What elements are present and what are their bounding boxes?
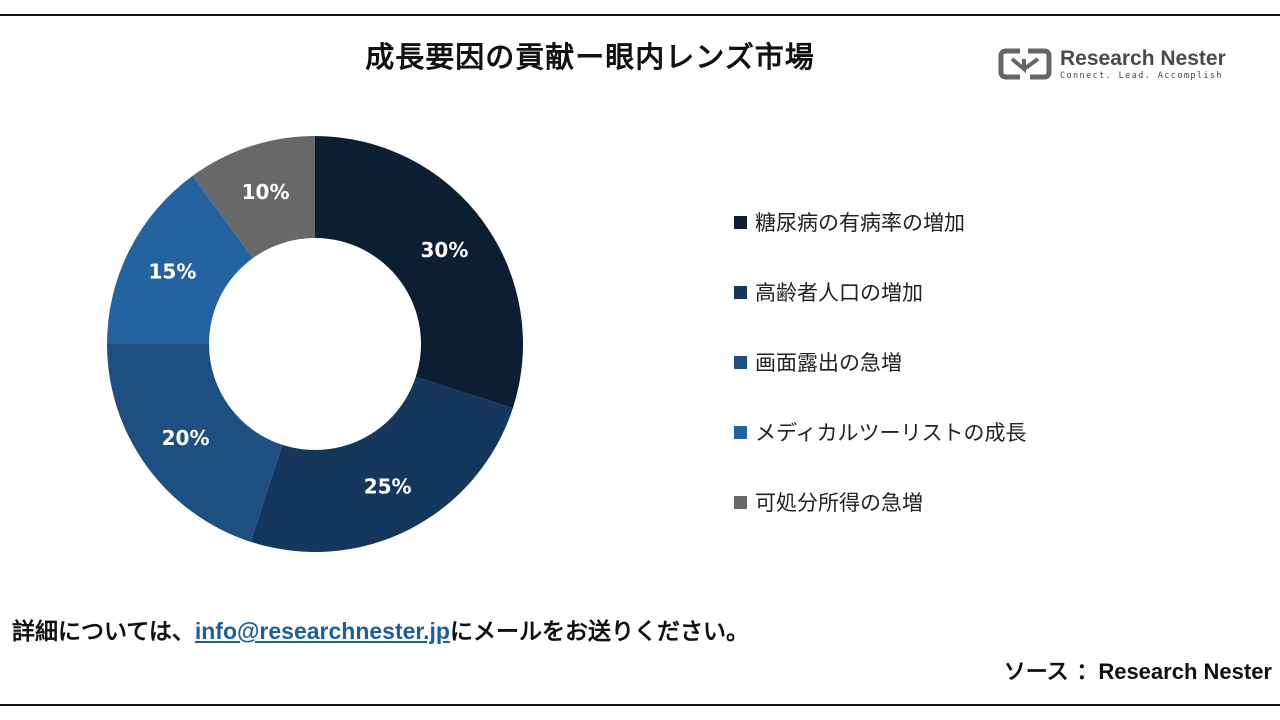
donut-slice — [107, 344, 283, 542]
legend-item: メディカルツーリストの成長 — [734, 397, 1027, 467]
slice-labels: 30% 25% 20% 15% 10% — [149, 180, 469, 499]
contact-note: 詳細については、info@researchnester.jpにメールをお送りくだ… — [12, 612, 749, 646]
legend-swatch — [734, 355, 747, 369]
donut-slices — [107, 136, 523, 552]
legend-item: 画面露出の急増 — [734, 327, 1027, 397]
logo-tagline: Connect. Lead. Accomplish — [1060, 70, 1223, 81]
slice-label: 15% — [149, 259, 197, 283]
logo-name: Research Nester — [1060, 46, 1226, 70]
slice-label: 20% — [162, 426, 210, 450]
donut-slice — [192, 136, 315, 259]
donut-chart: 30% 25% 20% 15% 10% — [107, 136, 523, 552]
legend-item: 糖尿病の有病率の増加 — [734, 187, 1027, 257]
legend-label: 糖尿病の有病率の増加 — [755, 211, 965, 235]
slice-label: 30% — [421, 238, 469, 262]
legend-swatch — [734, 425, 747, 439]
bottom-rule — [0, 704, 1280, 706]
legend-label: 画面露出の急増 — [755, 351, 902, 375]
contact-suffix: にメールをお送りください。 — [449, 619, 749, 645]
source-name: Research Nester — [1098, 659, 1272, 684]
donut-slice — [315, 136, 523, 409]
legend-item: 可処分所得の急増 — [734, 467, 1027, 537]
legend-label: メディカルツーリストの成長 — [755, 421, 1027, 445]
source-prefix: ソース ： — [1003, 660, 1099, 685]
donut-slice — [107, 175, 253, 344]
chart-title: 成長要因の貢献ー眼内レンズ市場 — [365, 40, 815, 74]
slice-label: 10% — [242, 180, 290, 204]
contact-prefix: 詳細については、 — [12, 619, 195, 645]
legend-swatch — [734, 285, 747, 299]
legend-swatch — [734, 215, 747, 229]
donut-slice — [250, 376, 513, 552]
legend: 糖尿病の有病率の増加 高齢者人口の増加 画面露出の急増メディカルツーリストの成長 可処… — [734, 187, 1027, 537]
source-note: ソース ：Research Nester — [1004, 654, 1272, 686]
legend-label: 高齢者人口の増加 — [755, 281, 923, 305]
slice-label: 25% — [364, 475, 412, 499]
email-link[interactable]: info@researchnester.jp — [194, 618, 450, 644]
legend-item: 高齢者人口の増加 — [734, 257, 1027, 327]
research-nester-logo-icon — [998, 48, 1052, 80]
legend-swatch — [734, 495, 747, 509]
legend-label: 可処分所得の急増 — [755, 491, 923, 515]
top-rule — [0, 14, 1280, 16]
logo: Research Nester Connect. Lead. Accomplis… — [998, 44, 1226, 84]
